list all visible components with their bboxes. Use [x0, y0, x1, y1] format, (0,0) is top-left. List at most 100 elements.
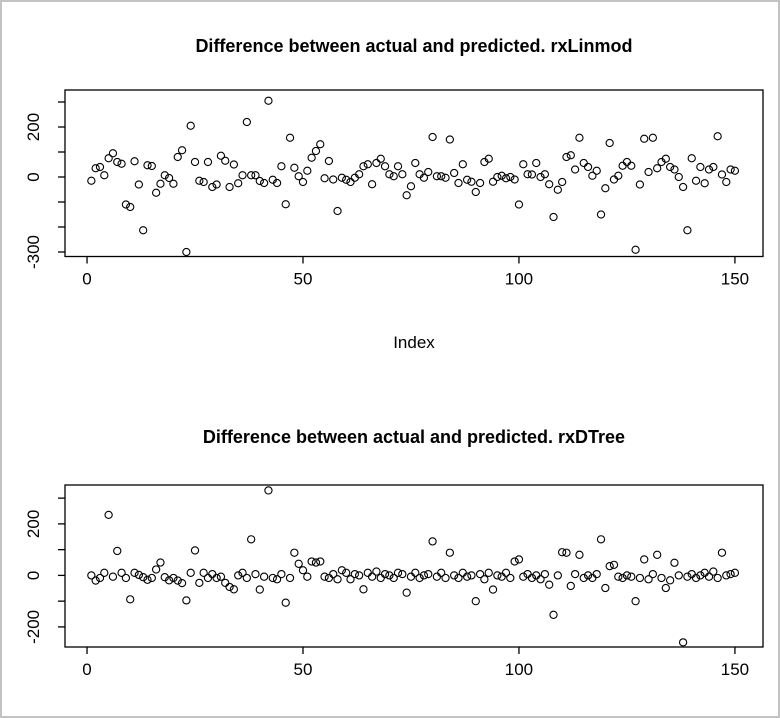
data-point: [579, 158, 588, 168]
data-point: [419, 571, 429, 580]
data-point: [545, 180, 554, 189]
data-point: [134, 180, 144, 189]
data-point: [363, 160, 372, 169]
data-point: [225, 582, 234, 592]
data-point: [247, 171, 256, 180]
data-point: [372, 567, 381, 576]
data-point: [95, 573, 105, 583]
data-point: [389, 573, 398, 583]
data-point: [653, 550, 662, 559]
data-point: [307, 153, 316, 162]
data-point: [350, 569, 359, 579]
data-point: [553, 185, 562, 194]
data-point: [661, 154, 670, 163]
y-tick-label: 0: [24, 571, 43, 580]
data-point: [208, 182, 217, 192]
data-point: [208, 569, 217, 579]
data-point: [247, 535, 256, 544]
data-point: [549, 212, 558, 222]
data-point: [424, 569, 433, 579]
x-tick-label: 0: [82, 660, 91, 679]
data-point: [121, 573, 131, 583]
data-point: [113, 546, 122, 556]
data-point: [687, 154, 696, 163]
data-point: [683, 572, 692, 581]
data-point: [402, 191, 411, 200]
data-point: [596, 535, 606, 544]
data-point: [540, 569, 550, 579]
data-point: [216, 151, 226, 160]
data-point: [255, 176, 264, 186]
data-point: [644, 575, 653, 584]
data-point: [216, 572, 226, 581]
data-point: [419, 173, 429, 182]
x-tick-label: 0: [82, 270, 91, 289]
data-point: [717, 548, 727, 557]
data-point: [385, 170, 394, 179]
data-point: [648, 569, 658, 579]
x-tick-label: 100: [505, 270, 533, 289]
data-point: [294, 172, 303, 181]
data-point: [173, 152, 182, 162]
data-point: [432, 572, 442, 581]
data-point: [164, 173, 174, 183]
data-point: [342, 568, 351, 577]
data-point: [510, 557, 519, 566]
data-point: [203, 157, 213, 167]
data-point: [190, 157, 200, 167]
data-point: [475, 569, 485, 579]
data-point: [169, 179, 178, 188]
data-point: [545, 580, 554, 589]
data-point: [406, 182, 416, 191]
data-point: [342, 175, 351, 184]
data-point: [631, 245, 640, 254]
data-point: [121, 200, 131, 209]
x-tick-label: 150: [721, 660, 749, 679]
data-point: [100, 171, 109, 180]
data-point: [462, 175, 472, 184]
data-point: [501, 568, 511, 577]
data-point: [467, 177, 476, 186]
data-point: [143, 161, 152, 170]
data-point: [726, 569, 735, 579]
data-point: [324, 573, 334, 583]
data-point: [450, 168, 459, 178]
data-point: [722, 177, 731, 187]
x-tick-label: 100: [505, 660, 533, 679]
data-point: [238, 171, 247, 180]
y-tick-label: -200: [24, 610, 43, 644]
data-point: [588, 171, 597, 180]
x-tick-label: 150: [721, 270, 749, 289]
data-point: [264, 486, 273, 495]
data-point: [640, 555, 649, 564]
data-point: [605, 138, 614, 148]
data-point: [169, 573, 178, 583]
data-point: [130, 568, 139, 577]
data-point: [445, 135, 455, 144]
data-point: [411, 568, 420, 577]
data-point: [126, 595, 135, 604]
data-point: [510, 175, 519, 184]
data-point: [484, 568, 493, 577]
data-point: [519, 160, 528, 169]
data-point: [294, 559, 303, 568]
data-point: [536, 575, 545, 584]
data-point: [229, 160, 239, 169]
data-point: [113, 157, 122, 167]
data-point: [635, 180, 645, 189]
data-point: [190, 546, 200, 555]
data-point: [242, 117, 251, 127]
data-point: [558, 177, 567, 187]
plot-box: [64, 484, 764, 648]
data-point: [203, 573, 213, 583]
data-point: [255, 585, 264, 594]
data-point: [320, 174, 329, 183]
y-tick-label: 200: [24, 113, 43, 141]
data-point: [445, 548, 455, 557]
data-point: [437, 172, 446, 181]
data-point: [316, 140, 325, 149]
data-point: [393, 162, 403, 171]
data-point: [354, 571, 364, 580]
data-point: [290, 548, 299, 557]
